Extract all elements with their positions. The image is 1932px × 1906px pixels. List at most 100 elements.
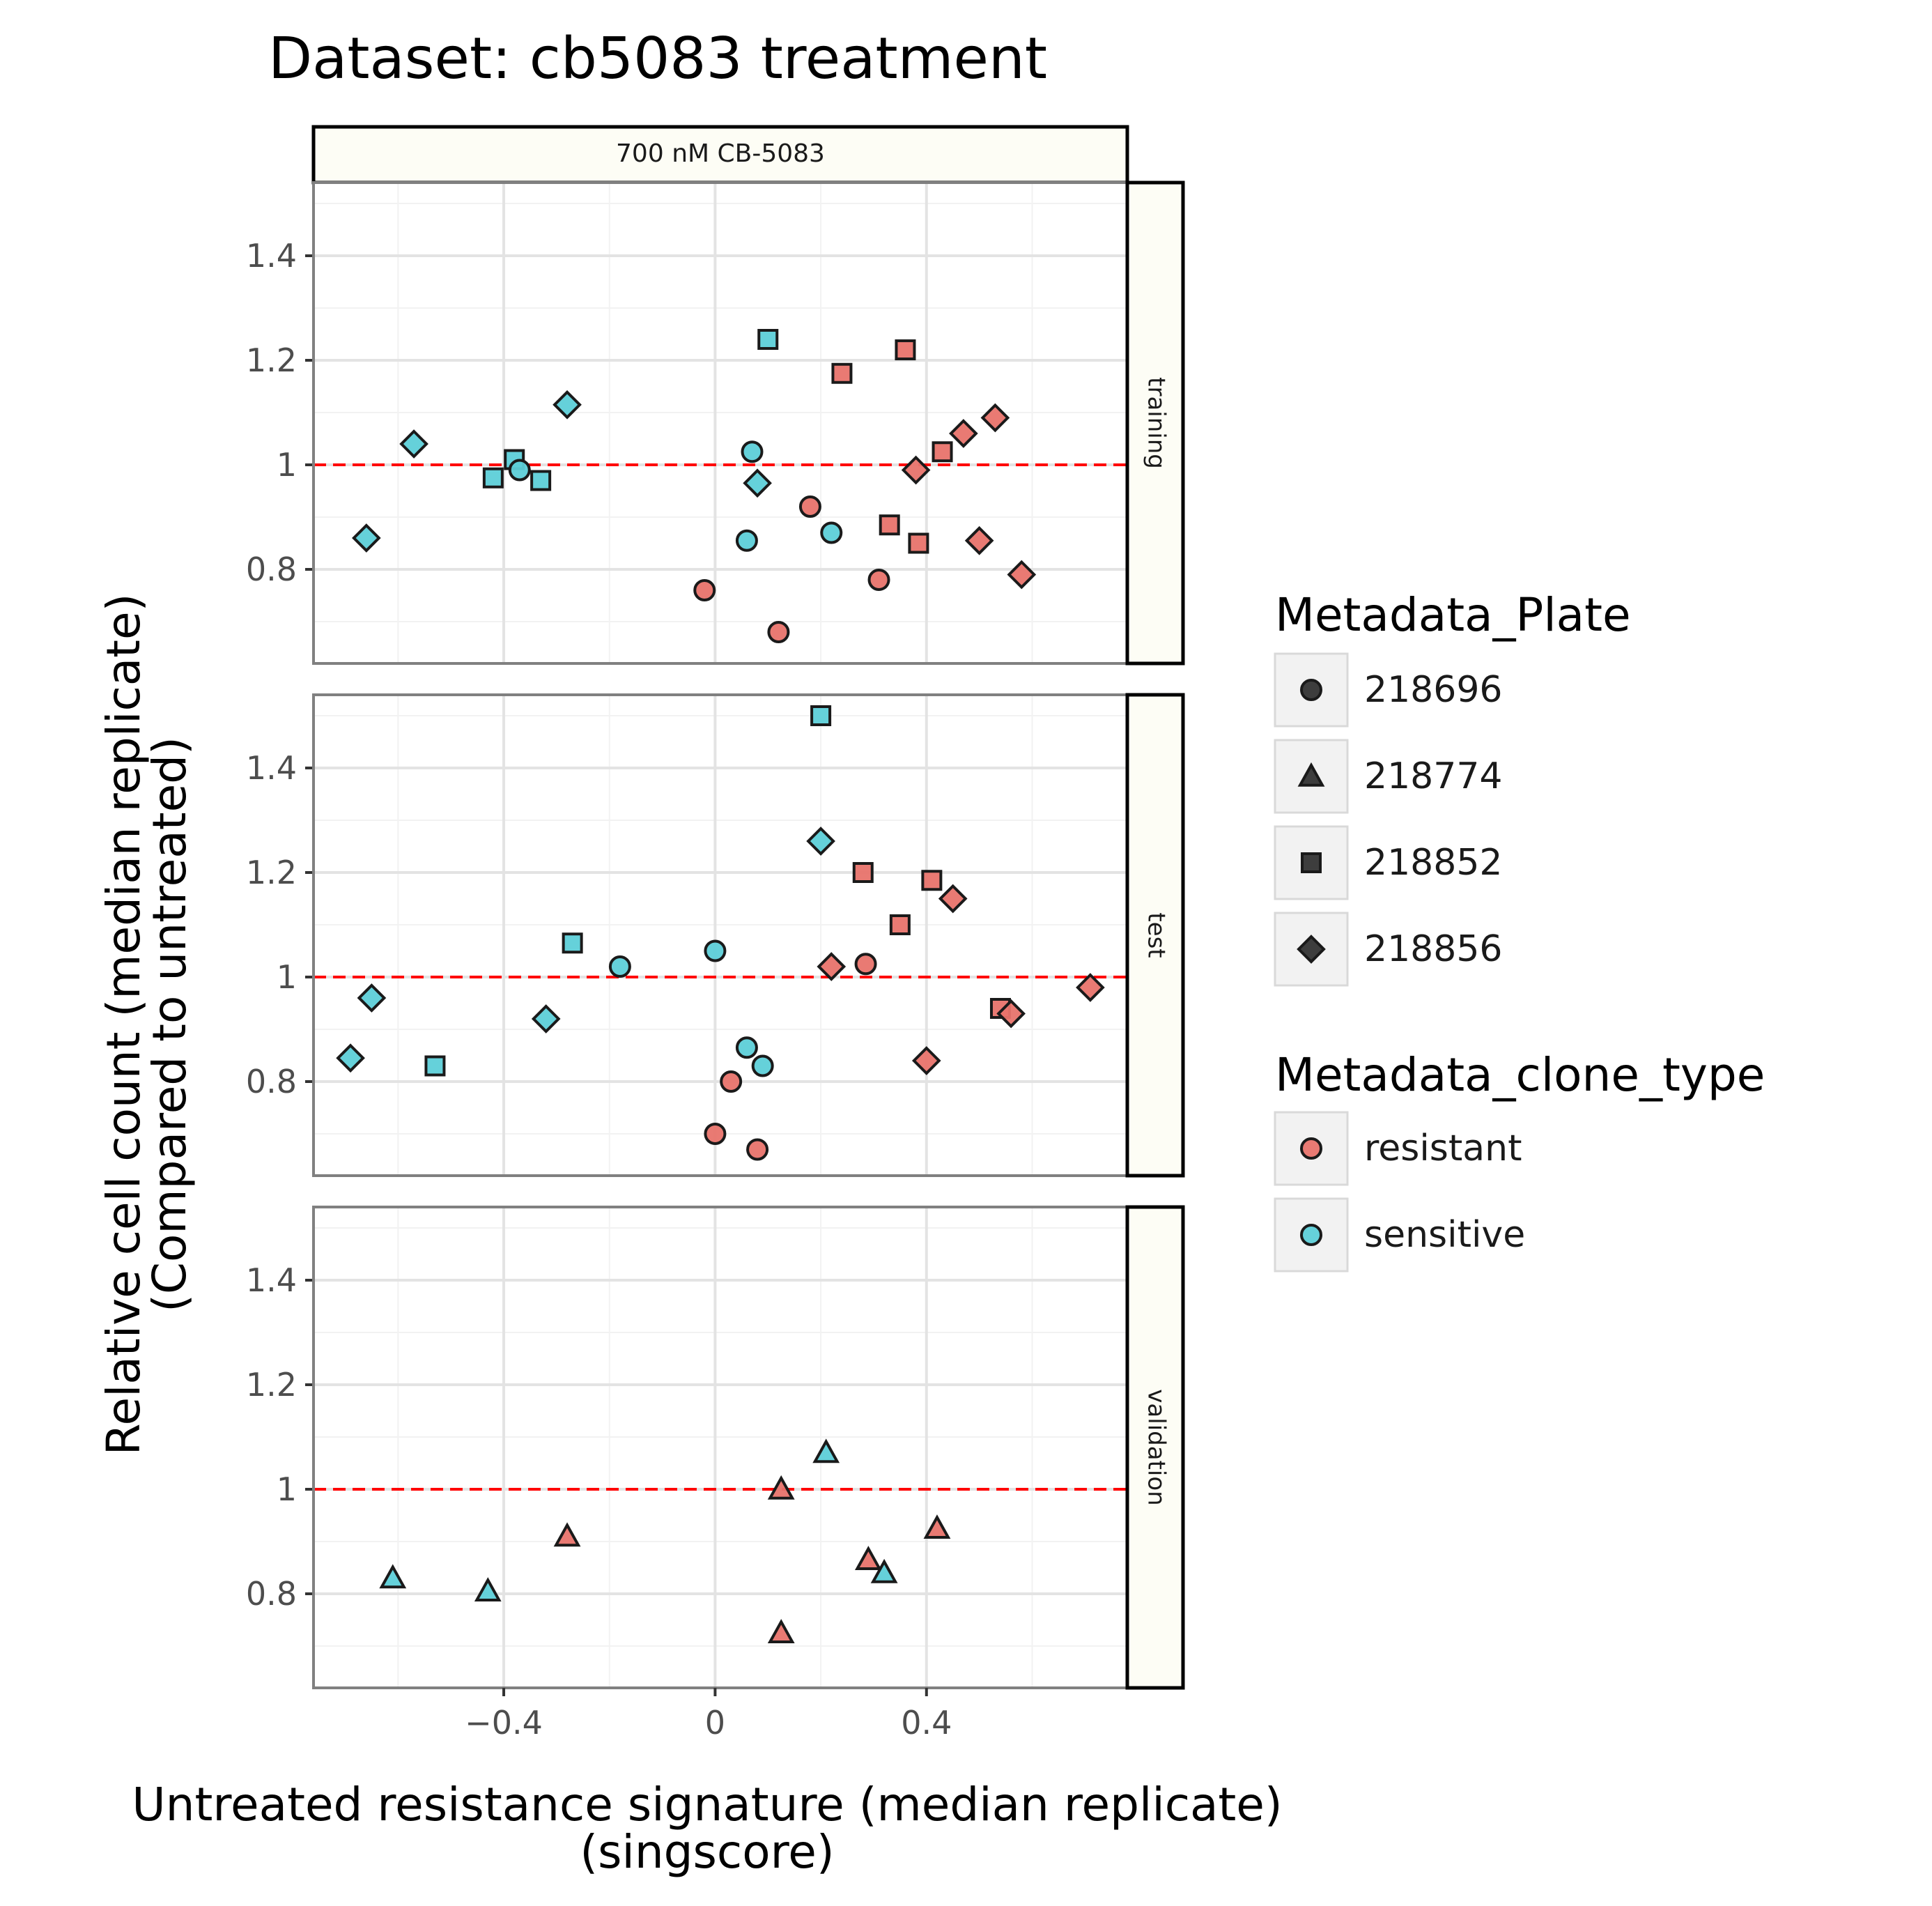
data-point-training-15 [820,521,843,544]
data-point-training-5 [508,459,531,482]
y-tick-label: 0.8 [246,1063,297,1100]
chart-title: Dataset: cb5083 treatment [268,26,1047,92]
data-point-training-2 [399,429,428,459]
y-axis-label-line2: (Compared to untreated) [143,737,196,1312]
legend-color-resistant [1300,1137,1322,1160]
legend: Metadata_Plate 218696 218774 218852 218856 Me… [1274,588,1765,1273]
y-tick-label: 1.4 [246,749,297,787]
x-axis-label-line1: Untreated resistance signature (median r… [132,1778,1282,1831]
data-point-training-18 [879,514,900,536]
data-point-test-15 [817,952,847,981]
data-point-validation-2 [474,1577,502,1602]
data-point-training-23 [949,419,978,448]
data-point-test-9 [720,1070,743,1093]
row-strip-label: test [1143,912,1170,958]
y-tick-label: 1.2 [246,341,297,379]
data-point-test-12 [751,1054,774,1077]
legend-shape-label: 218852 [1364,842,1503,884]
panel-training: 0.8 1 1.2 1.4 training [246,180,1185,666]
data-point-test-6 [608,955,631,978]
x-tick-label: 0 [705,1704,725,1742]
data-point-test-21 [938,884,968,914]
data-point-validation-3 [553,1522,581,1547]
data-point-validation-7 [854,1546,882,1571]
data-point-test-23 [996,999,1026,1029]
y-tick-label: 1.4 [246,237,297,275]
data-point-test-5 [562,932,583,954]
legend-shape-triangle [1297,762,1325,787]
data-point-validation-5 [767,1619,795,1644]
panels-layer: 0.8 1 1.2 1.4 training 0.8 1 1.2 1.4 test 0.8 1 1.2 1… [246,180,1185,1690]
data-point-training-22 [932,441,953,463]
data-point-training-17 [867,569,890,591]
x-tick-label: 0.4 [901,1704,952,1742]
data-point-test-1 [336,1043,365,1073]
data-point-test-17 [854,953,877,976]
data-point-validation-9 [923,1514,951,1539]
legend-shape-diamond [1297,935,1326,964]
y-axis-title: Relative cell count (median replicate) (… [97,594,196,1456]
data-point-test-7 [704,939,727,962]
x-axis-label-line2: (singscore) [580,1825,834,1879]
data-point-training-20 [901,455,931,485]
data-point-validation-8 [870,1558,898,1583]
legend-shape-square [1301,852,1322,873]
y-axis-label-line1: Relative cell count (median replicate) [97,594,150,1456]
column-strip-box [311,125,1129,185]
y-tick-label: 0.8 [246,551,297,588]
data-point-test-18 [889,914,911,935]
legend-shape-label: 218696 [1364,669,1503,711]
legend-color-sensitive [1300,1224,1322,1246]
data-point-training-1 [352,523,381,553]
data-point-training-7 [552,390,582,420]
y-tick-label: 1.2 [246,854,297,891]
y-tick-label: 1.2 [246,1366,297,1404]
data-point-training-12 [757,329,779,350]
data-point-training-21 [908,532,929,554]
data-point-training-3 [482,467,504,489]
row-strip-label: validation [1143,1389,1170,1505]
data-point-training-19 [895,339,916,360]
column-strip-label: 700 nM CB-5083 [616,139,825,168]
data-point-test-13 [810,705,832,726]
panel-test: 0.8 1 1.2 1.4 test [246,693,1185,1178]
data-point-training-16 [831,362,853,384]
data-point-test-8 [704,1123,727,1145]
data-point-test-11 [746,1138,769,1161]
y-tick-label: 1 [277,958,297,996]
row-strip-label: training [1143,377,1170,469]
data-point-validation-1 [379,1564,407,1589]
legend-shape-title: Metadata_Plate [1275,588,1631,642]
legend-shape-label: 218856 [1364,928,1503,970]
data-point-training-24 [964,525,994,555]
data-point-training-6 [530,470,552,491]
data-point-test-2 [357,983,387,1013]
data-point-training-9 [735,529,758,552]
data-point-training-8 [693,579,716,601]
data-point-test-20 [921,870,943,891]
panel-background [314,695,1127,1176]
data-point-training-26 [1007,560,1037,590]
data-point-training-25 [980,403,1010,433]
y-tick-label: 1.4 [246,1261,297,1299]
data-point-training-11 [743,468,772,498]
legend-color-label: resistant [1364,1128,1522,1169]
data-point-test-3 [424,1055,446,1077]
panel-validation: 0.8 1 1.2 1.4 validation [246,1205,1185,1690]
panel-background [314,1207,1127,1688]
data-point-test-24 [1076,973,1105,1002]
data-point-test-10 [735,1036,758,1059]
row-strip-box [1125,1205,1185,1690]
data-point-test-4 [531,1004,561,1033]
data-point-test-16 [852,862,874,883]
legend-shape-label: 218774 [1364,755,1503,797]
y-tick-label: 1 [277,446,297,484]
y-tick-label: 1 [277,1470,297,1508]
row-strip-box [1125,180,1185,666]
data-point-training-13 [767,621,790,643]
data-point-training-10 [741,440,764,463]
row-strip-box [1125,693,1185,1178]
data-point-validation-4 [767,1475,795,1500]
x-tick-label: −0.4 [465,1704,543,1742]
